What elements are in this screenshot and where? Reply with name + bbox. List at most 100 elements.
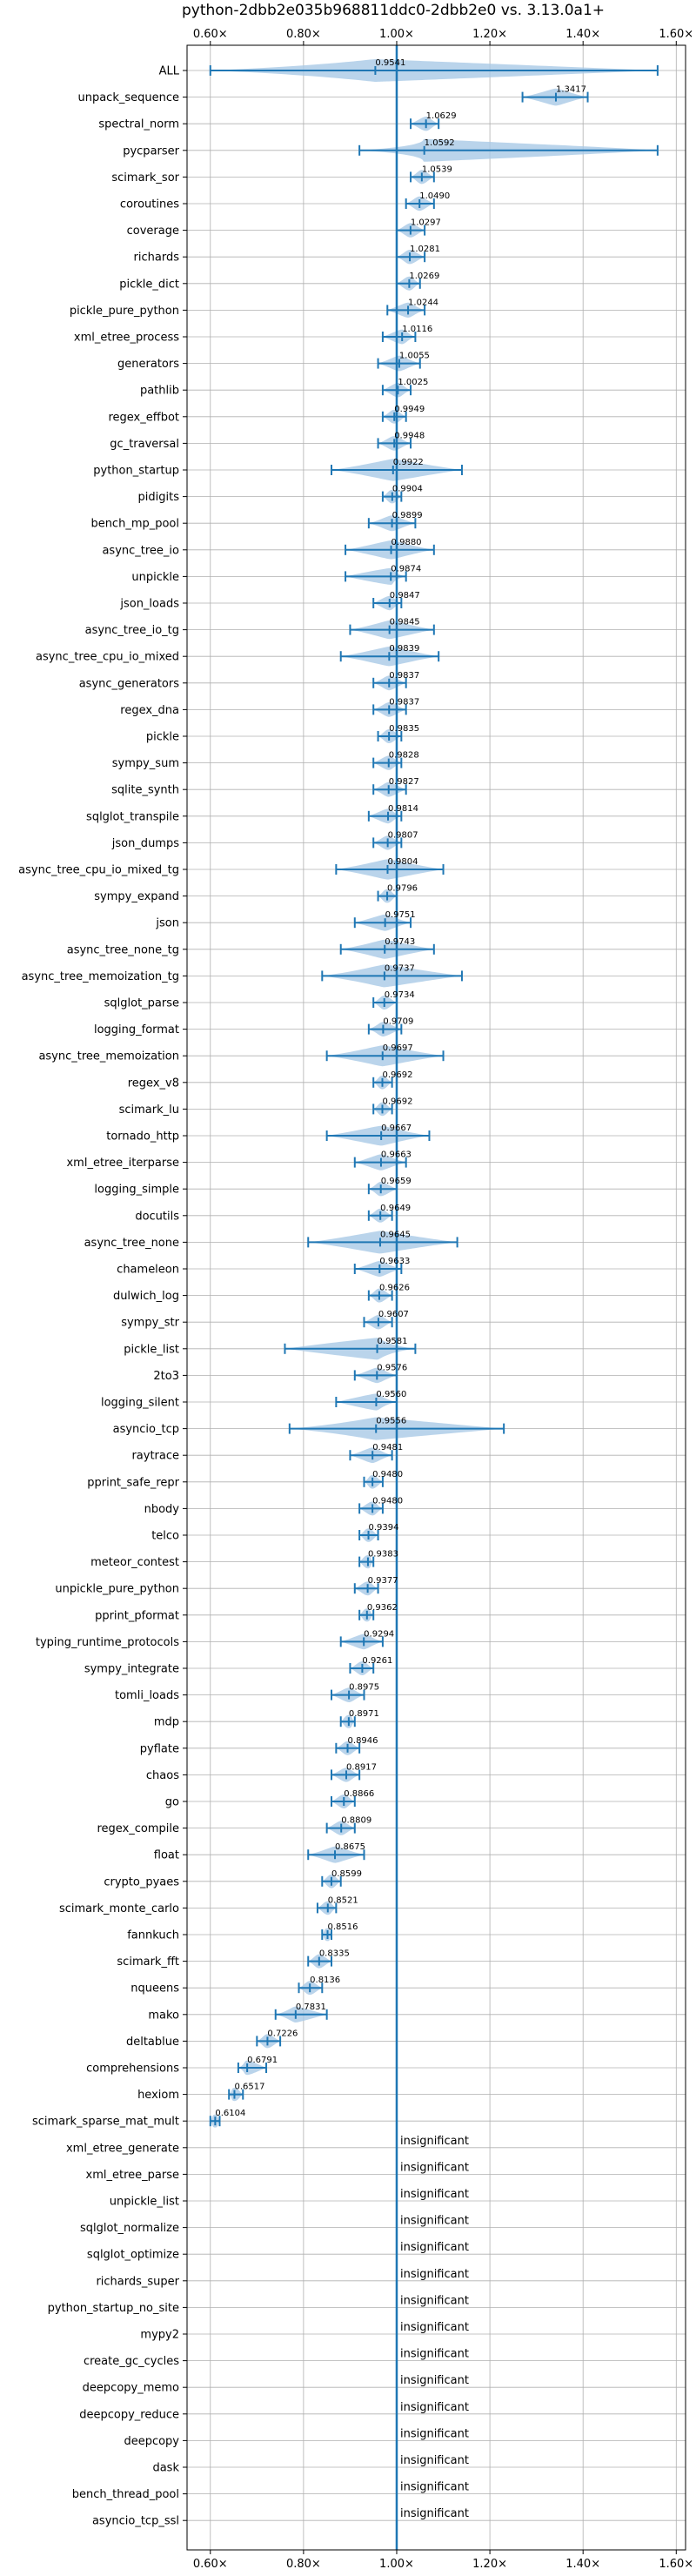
benchmark-label: chameleon [117,1264,179,1277]
benchmark-label: nbody [144,1503,180,1516]
insignificant-label: insignificant [400,2321,469,2334]
label-layer: 0.9541 1.3417 1.0629 1.0592 1.0539 1.0490 1.02… [215,58,586,2520]
benchmark-label: python_startup [93,465,179,478]
benchmark-label: scimark_fft [117,1955,179,1969]
value-label: 0.9261 [362,1656,392,1666]
benchmark-label: go [165,1796,179,1809]
x-tick-label-top: 0.80× [286,28,321,41]
value-label: 0.8917 [346,1762,377,1772]
benchmark-label: dask [152,2462,179,2475]
insignificant-label: insignificant [400,2161,469,2174]
value-label: 0.9692 [382,1097,412,1106]
benchmark-label: logging_silent [101,1397,179,1410]
value-label: 0.9697 [383,1043,413,1053]
value-label: 0.9541 [375,58,405,68]
benchmark-label: sqlglot_transpile [86,810,179,823]
benchmark-label: scimark_sor [111,171,179,184]
x-tick-label-bottom: 1.20× [472,2558,507,2571]
value-label: 0.9667 [381,1124,412,1133]
x-tick-label-bottom: 0.80× [286,2558,321,2571]
benchmark-label: unpickle [131,571,179,584]
benchmark-label: async_tree_memoization [38,1050,179,1063]
value-label: 0.8521 [328,1895,358,1905]
x-tick-label-top: 1.40× [566,28,600,41]
x-tick-label-top: 1.20× [472,28,507,41]
plot-frame [186,44,686,2551]
benchmark-label: tomli_loads [115,1689,179,1702]
value-label: 0.9481 [372,1443,403,1452]
benchmark-label: unpickle_pure_python [55,1583,179,1596]
benchmark-label: json_dumps [111,837,179,850]
benchmark-label: pickle_pure_python [70,305,179,318]
benchmark-label: pickle_list [124,1343,179,1356]
value-label: 1.0592 [425,138,455,148]
value-label: 0.8136 [310,1976,340,1985]
insignificant-label: insignificant [400,2188,469,2201]
benchmark-label: richards [134,252,180,265]
value-label: 0.8675 [335,1842,365,1852]
benchmark-label: async_tree_cpu_io_mixed_tg [18,864,179,877]
value-label: 0.9835 [389,724,419,734]
value-label: 0.9847 [390,591,420,600]
benchmark-label: async_tree_none_tg [67,943,179,956]
value-label: 0.9383 [368,1550,398,1560]
value-label: 0.9663 [381,1150,412,1160]
benchmark-label: xml_etree_process [74,332,179,345]
benchmark-label: fannkuch [127,1929,179,1942]
benchmark-label: regex_dna [120,704,179,717]
benchmark-label: python_startup_no_site [48,2302,179,2315]
benchmark-label: async_tree_memoization_tg [22,970,179,983]
benchmark-label: comprehensions [86,2063,179,2076]
benchmark-label: regex_effbot [108,411,179,424]
benchmark-label: hexiom [137,2089,179,2102]
x-tick-label-bottom: 1.60× [659,2558,693,2571]
benchmark-label: sqlglot_parse [104,997,179,1010]
value-label: 0.9377 [368,1576,398,1586]
benchmark-label: bench_thread_pool [72,2488,179,2501]
insignificant-label: insignificant [400,2294,469,2307]
value-label: 0.8599 [331,1869,362,1879]
benchmark-label: async_tree_cpu_io_mixed [36,651,179,664]
value-label: 0.6517 [234,2083,264,2092]
value-label: 0.9922 [393,458,424,467]
value-label: 0.9845 [390,618,420,627]
benchmark-label: async_tree_none [84,1237,179,1250]
benchmark-label: mako [148,2009,179,2022]
benchmark-label: mypy2 [140,2329,179,2342]
benchmark-label: crypto_pyaes [104,1875,179,1888]
benchmark-label: xml_etree_parse [86,2169,179,2182]
insignificant-label: insignificant [400,2454,469,2467]
value-label: 0.9480 [372,1470,403,1479]
benchmark-label: chaos [146,1769,179,1782]
benchmark-label: pickle [146,731,179,744]
value-label: 0.9743 [385,937,415,947]
insignificant-label: insignificant [400,2427,469,2440]
benchmark-label: logging_format [94,1023,179,1036]
value-label: 0.9362 [367,1603,398,1613]
benchmark-label: telco [151,1530,179,1543]
insignificant-label: insignificant [400,2348,469,2361]
benchmark-label: pathlib [140,385,179,398]
insignificant-label: insignificant [400,2374,469,2387]
benchmark-label: pyflate [140,1742,179,1755]
benchmark-label: asyncio_tcp_ssl [92,2515,179,2528]
insignificant-label: insignificant [400,2507,469,2520]
insignificant-label: insignificant [400,2481,469,2494]
value-label: 0.9659 [381,1177,412,1186]
benchmark-label: xml_etree_iterparse [66,1157,179,1170]
insignificant-label: insignificant [400,2215,469,2228]
value-label: 0.9880 [392,538,422,547]
benchmark-label: mdp [154,1716,179,1729]
benchmark-label: pickle_dict [119,278,179,291]
benchmark-label: generators [117,358,179,371]
benchmark-label: scimark_sparse_mat_mult [32,2116,179,2129]
value-label: 0.9837 [389,697,419,707]
benchmark-label: tornado_http [106,1130,179,1144]
benchmark-label: float [154,1849,179,1862]
value-label: 1.0490 [419,191,450,201]
value-label: 0.9294 [364,1629,394,1639]
benchmark-label: sqlglot_normalize [80,2222,179,2235]
benchmark-label: sympy_str [121,1317,179,1330]
value-label: 0.9948 [394,431,425,440]
